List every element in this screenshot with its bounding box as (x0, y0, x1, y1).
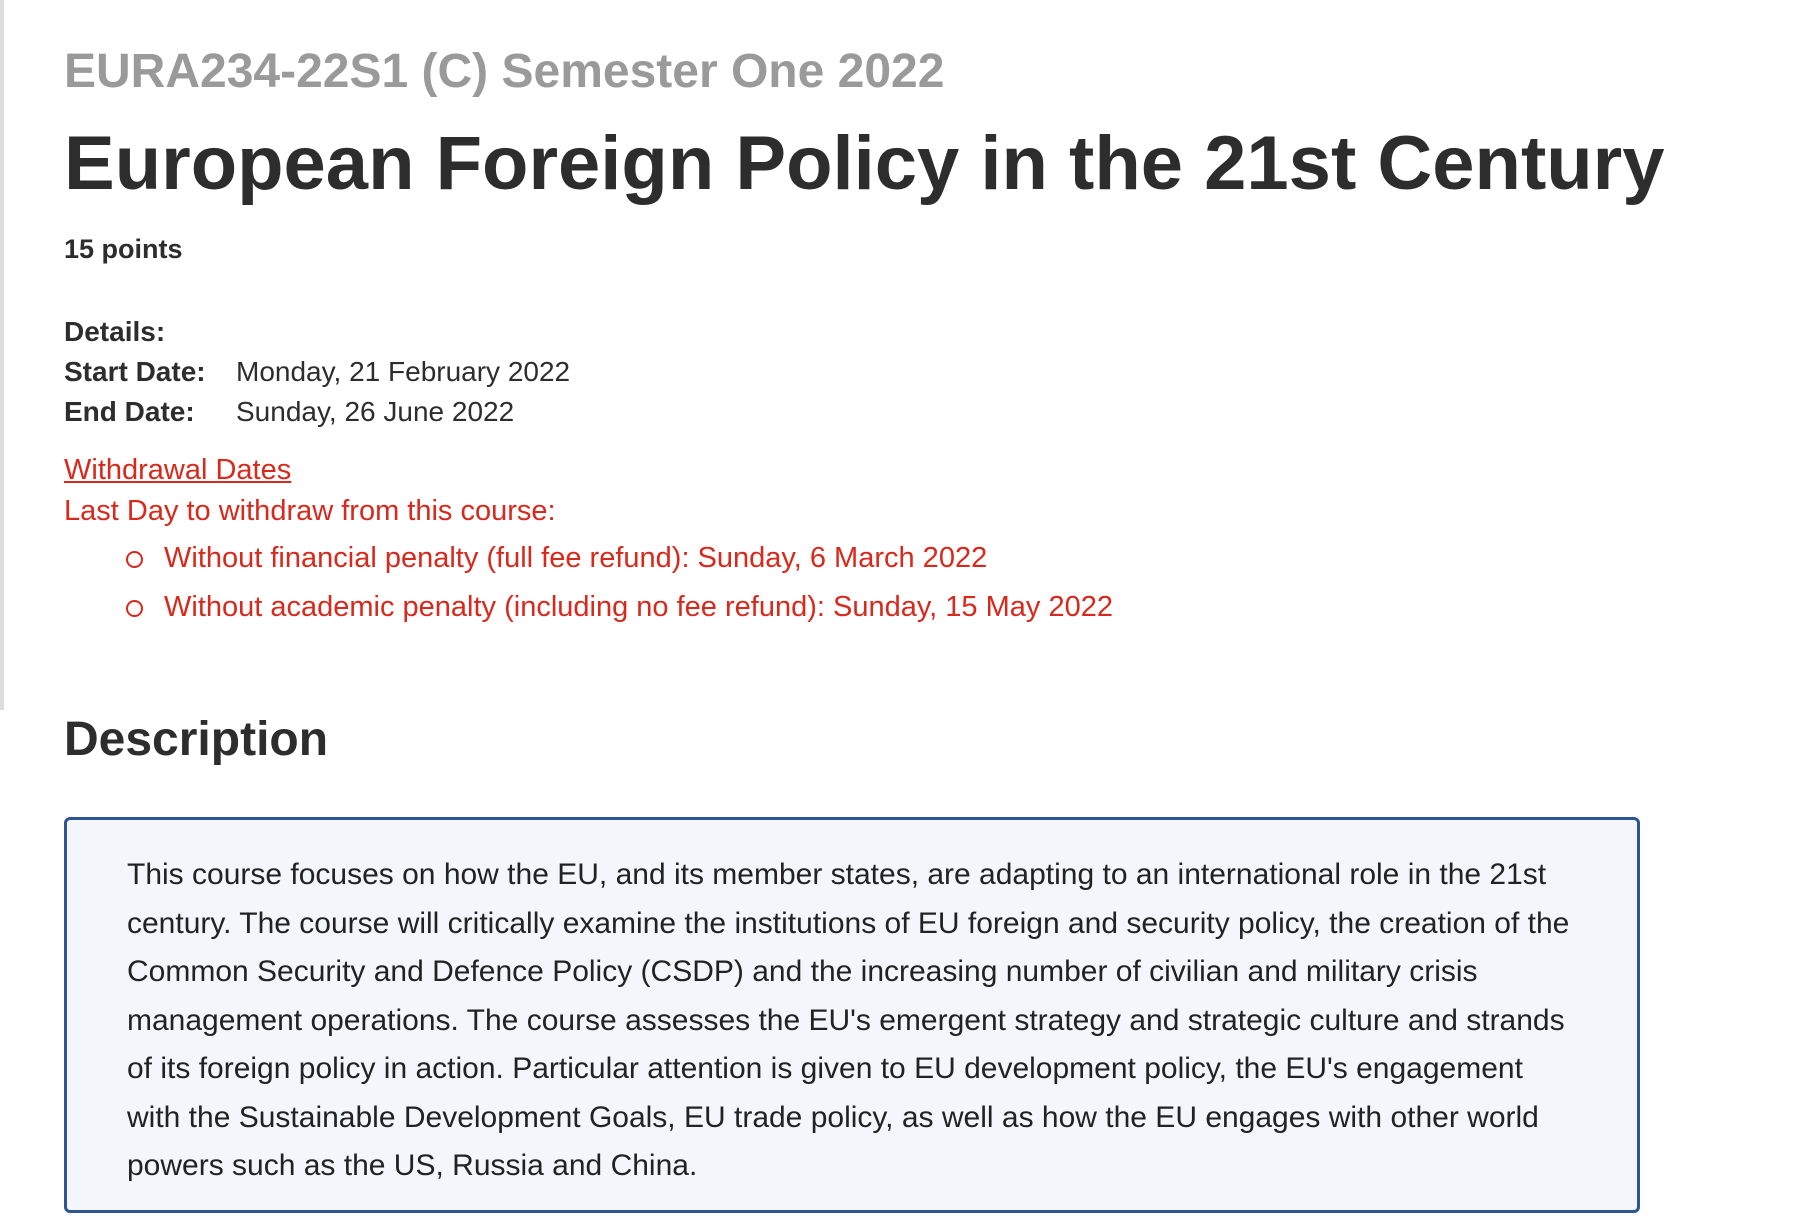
withdrawal-link[interactable]: Withdrawal Dates (64, 454, 292, 486)
row-label: End Date: (64, 396, 195, 427)
detail-row: Start Date: Monday, 21 February 2022 (64, 352, 570, 392)
description-box: This course focuses on how the EU, and i… (64, 817, 1640, 1213)
detail-row: End Date: Sunday, 26 June 2022 (64, 392, 570, 432)
row-value: Sunday, 26 June 2022 (236, 396, 515, 427)
description-text: This course focuses on how the EU, and i… (127, 858, 1570, 1182)
withdrawal-item: Without financial penalty (full fee refu… (64, 534, 1113, 583)
withdrawal-intro: Last Day to withdraw from this course: (64, 495, 556, 527)
row-label: Start Date: (64, 356, 206, 387)
course-title: European Foreign Policy in the 21st Cent… (64, 121, 1665, 206)
side-border (0, 0, 4, 710)
details: Details: Start Date: Monday, 21 February … (64, 312, 570, 432)
withdrawal-item: Without academic penalty (including no f… (64, 583, 1113, 632)
points: 15 points (64, 234, 183, 264)
course-code: EURA234-22S1 (C) Semester One 2022 (64, 45, 945, 98)
details-label: Details: (64, 316, 166, 347)
withdrawal-list: Without financial penalty (full fee refu… (64, 534, 1113, 632)
row-value: Monday, 21 February 2022 (236, 356, 571, 387)
description-heading: Description (64, 713, 329, 766)
